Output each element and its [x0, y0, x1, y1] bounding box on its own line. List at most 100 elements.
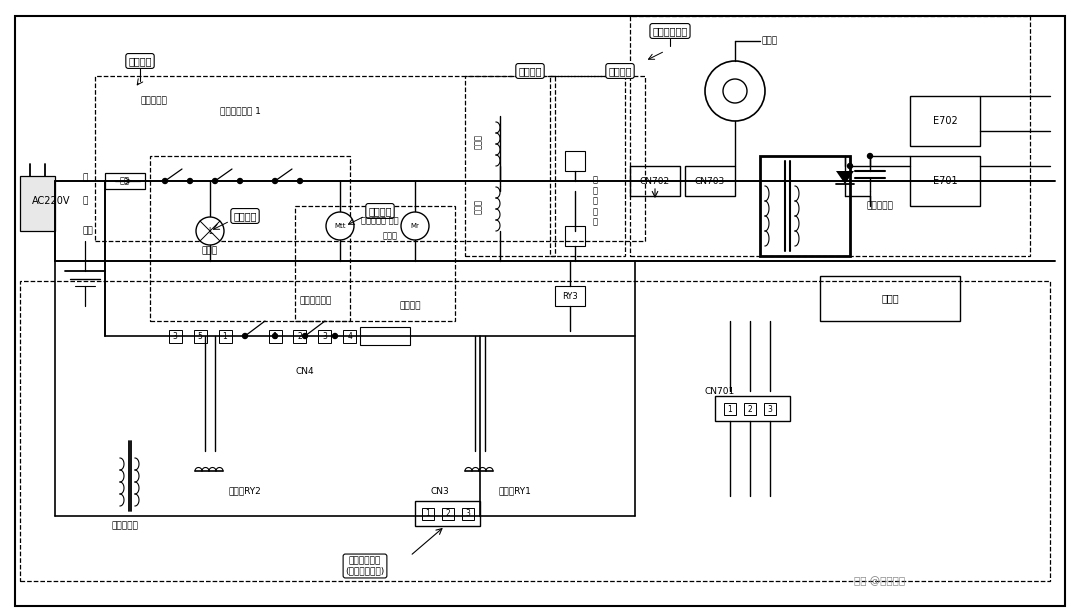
Text: Mtt: Mtt	[334, 223, 346, 229]
Circle shape	[213, 179, 217, 184]
Bar	[218, 330, 231, 342]
Text: 门
监
测
开
关: 门 监 测 开 关	[593, 176, 597, 226]
Text: 转盘装置: 转盘装置	[368, 206, 392, 216]
Text: 3: 3	[768, 405, 772, 413]
Bar	[630, 16, 1030, 256]
Bar	[105, 173, 145, 189]
Text: 棕: 棕	[82, 197, 87, 206]
Text: 降压变压器: 降压变压器	[111, 522, 138, 530]
Circle shape	[867, 153, 873, 158]
Text: 微波发射装置: 微波发射装置	[652, 26, 688, 36]
Text: 石英管: 石英管	[473, 198, 483, 214]
Text: CN4: CN4	[296, 367, 314, 376]
Text: E701: E701	[933, 176, 957, 186]
Text: CN3: CN3	[431, 487, 449, 495]
Text: CN701: CN701	[705, 386, 735, 395]
Text: 头条 @维修人家: 头条 @维修人家	[854, 576, 905, 586]
Text: 1: 1	[272, 331, 278, 341]
Text: 黄绿: 黄绿	[82, 227, 93, 235]
Bar	[269, 330, 282, 342]
Bar	[465, 76, 555, 256]
Text: 2: 2	[747, 405, 753, 413]
Circle shape	[188, 179, 192, 184]
Text: 转盘电动机 风扇: 转盘电动机 风扇	[361, 216, 399, 225]
Text: L: L	[207, 227, 212, 235]
Text: 蓝: 蓝	[82, 174, 87, 182]
Text: 初级连锁开关 1: 初级连锁开关 1	[220, 107, 261, 116]
Text: 磁控管: 磁控管	[761, 36, 778, 46]
Circle shape	[272, 179, 278, 184]
Bar	[422, 508, 434, 520]
Bar	[21, 176, 55, 231]
Text: 高压变压器: 高压变压器	[866, 201, 893, 211]
Circle shape	[705, 61, 765, 121]
Bar	[630, 166, 680, 196]
Text: 热敏电阻: 热敏电阻	[400, 301, 421, 310]
Text: 继电器RY2: 继电器RY2	[229, 487, 261, 495]
Text: 温度保护器: 温度保护器	[140, 97, 167, 105]
Bar	[95, 76, 645, 241]
Bar	[565, 226, 585, 246]
Text: 继电器RY1: 继电器RY1	[499, 487, 531, 495]
Bar	[343, 330, 356, 342]
Bar	[910, 156, 980, 206]
Bar	[724, 403, 735, 415]
Text: 2: 2	[298, 331, 302, 341]
Text: 石英管: 石英管	[473, 134, 483, 148]
Text: 保护装置: 保护装置	[608, 66, 632, 76]
Bar	[193, 330, 206, 342]
Bar	[295, 206, 455, 321]
Bar	[294, 330, 307, 342]
Text: 3: 3	[173, 331, 177, 341]
Bar	[744, 403, 756, 415]
Bar	[360, 327, 410, 345]
Text: 3: 3	[323, 331, 327, 341]
Bar	[715, 396, 789, 421]
Bar	[910, 96, 980, 146]
Bar	[685, 166, 735, 196]
Bar	[442, 508, 454, 520]
Circle shape	[401, 212, 429, 240]
Text: 照明灯: 照明灯	[202, 246, 218, 256]
Bar	[565, 151, 585, 171]
Text: RY3: RY3	[562, 291, 578, 301]
Text: 保护装置: 保护装置	[233, 211, 257, 221]
Circle shape	[238, 179, 243, 184]
Bar	[760, 156, 850, 256]
Text: 3: 3	[465, 509, 471, 519]
Text: 4: 4	[348, 331, 352, 341]
Circle shape	[162, 179, 167, 184]
Bar	[555, 286, 585, 306]
Bar	[550, 76, 625, 256]
Text: CN703: CN703	[694, 177, 725, 185]
Text: 2: 2	[446, 509, 450, 519]
Circle shape	[302, 333, 308, 339]
Text: 1: 1	[426, 509, 430, 519]
Circle shape	[848, 163, 852, 169]
Bar	[168, 330, 181, 342]
Text: AC220V: AC220V	[32, 196, 70, 206]
Text: CN702: CN702	[640, 177, 670, 185]
Text: 保护装置: 保护装置	[129, 56, 152, 66]
Text: 电脑控制装置
(机械控制装置): 电脑控制装置 (机械控制装置)	[346, 556, 384, 576]
Circle shape	[333, 333, 337, 339]
Circle shape	[297, 179, 302, 184]
Text: Mr: Mr	[410, 223, 419, 229]
Text: 5: 5	[198, 331, 202, 341]
Text: 1: 1	[222, 331, 228, 341]
Bar	[21, 281, 1050, 581]
Polygon shape	[836, 171, 854, 184]
Bar	[415, 501, 480, 526]
Text: 电动机: 电动机	[382, 232, 397, 240]
Bar	[462, 508, 474, 520]
Bar	[319, 330, 332, 342]
Circle shape	[243, 333, 247, 339]
Circle shape	[723, 79, 747, 103]
Bar	[764, 403, 777, 415]
Text: E702: E702	[933, 116, 957, 126]
Circle shape	[195, 217, 224, 245]
Text: 次级连锁开关: 次级连锁开关	[300, 296, 333, 306]
Text: 变频器: 变频器	[881, 293, 899, 303]
Bar	[150, 156, 350, 321]
Text: 1: 1	[728, 405, 732, 413]
